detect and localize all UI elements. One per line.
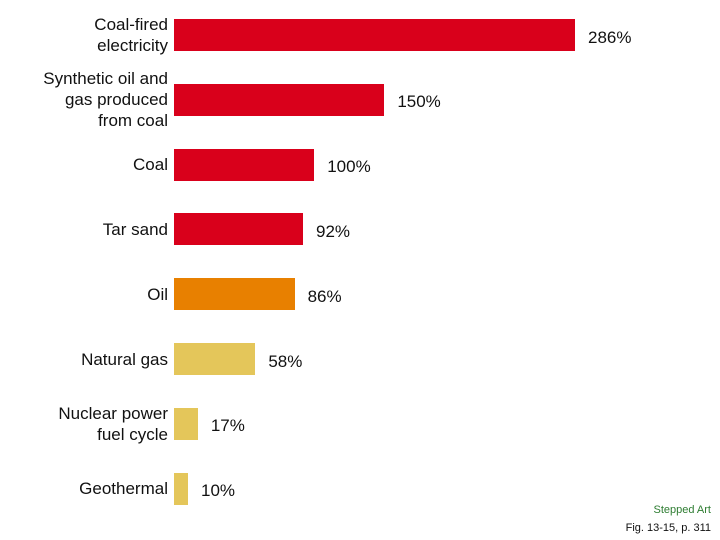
bar xyxy=(174,83,385,116)
bar xyxy=(174,213,303,246)
bar xyxy=(174,343,256,375)
value-label: 58% xyxy=(268,351,303,371)
bar xyxy=(174,407,198,440)
bar xyxy=(174,19,575,51)
bar xyxy=(174,278,295,311)
bar xyxy=(174,148,315,181)
category-label: Geothermal xyxy=(79,479,168,499)
category-label: Natural gas xyxy=(81,349,168,369)
value-label: 86% xyxy=(307,286,342,306)
value-label: 150% xyxy=(397,92,441,112)
stepped-art-note: Stepped Art xyxy=(653,504,712,516)
category-label: Coal-fired electricity xyxy=(94,15,168,55)
category-label: Coal xyxy=(133,155,168,175)
category-label: Synthetic oil and gas produced from coal xyxy=(43,69,168,131)
value-label: 92% xyxy=(315,221,351,241)
bar xyxy=(174,472,189,505)
value-label: 286% xyxy=(588,27,632,47)
figure-caption: Fig. 13-15, p. 311 xyxy=(625,522,711,534)
value-label: 17% xyxy=(210,416,245,436)
value-label: 10% xyxy=(201,481,236,501)
value-label: 100% xyxy=(327,157,371,177)
category-label: Oil xyxy=(147,284,168,304)
category-label: Tar sand xyxy=(102,219,168,239)
category-label: Nuclear power fuel cycle xyxy=(58,403,168,444)
